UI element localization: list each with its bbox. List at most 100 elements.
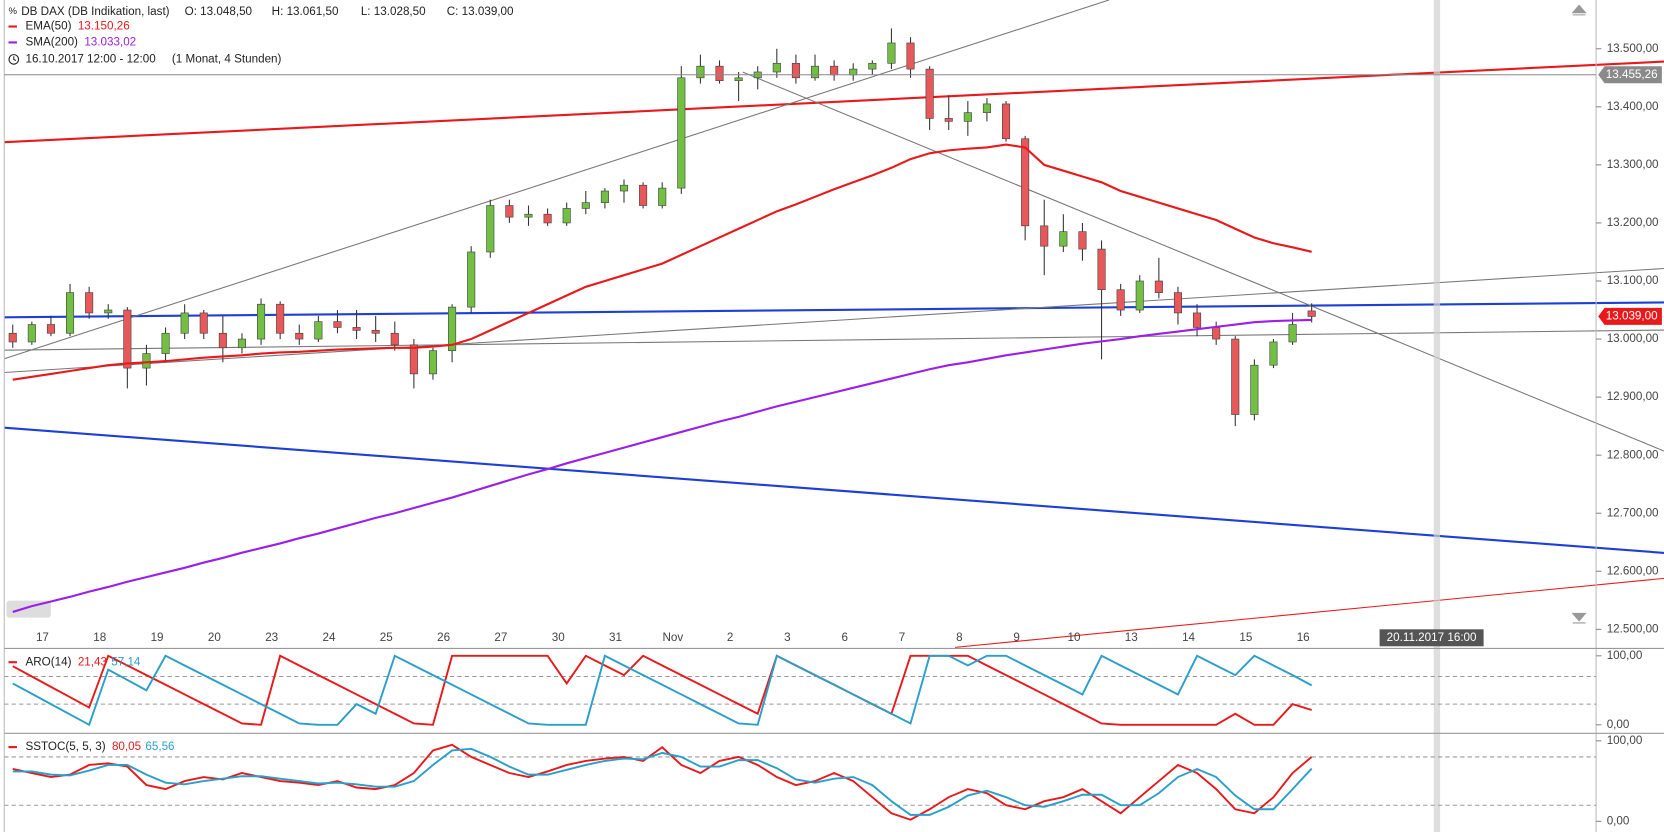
- chart-icon: %: [8, 6, 17, 17]
- x-tick-label: 23: [265, 631, 278, 644]
- candle-body: [409, 344, 418, 375]
- x-tick-label: 15: [1239, 631, 1252, 644]
- candle-body: [906, 42, 915, 70]
- candle-body: [218, 332, 227, 349]
- low-label: L: 13.028,50: [361, 5, 426, 18]
- x-tick-label: 19: [151, 631, 164, 644]
- panel-title: ARO(14): [25, 655, 71, 668]
- interval: (1 Monat, 4 Stunden): [172, 53, 282, 66]
- candle-body: [791, 62, 800, 79]
- x-tick-label: 18: [93, 631, 106, 644]
- y-tick-label: 0,00: [1607, 718, 1630, 731]
- legend-name: EMA(50): [25, 20, 71, 33]
- y-tick-label: 12.800,00: [1607, 448, 1659, 461]
- candle-body: [237, 338, 246, 349]
- trend-line: [955, 577, 1664, 648]
- crosshair-label: 20.11.2017 16:00: [1387, 631, 1477, 644]
- candle-body: [1040, 225, 1049, 247]
- candle-body: [352, 327, 361, 331]
- header: % DB DAX (DB Indikation, last) O: 13.048…: [8, 5, 514, 66]
- price-marker-box: [1598, 307, 1662, 325]
- crosshair-label-box: [1379, 629, 1484, 647]
- candle-body: [581, 202, 590, 209]
- y-tick-label: 100,00: [1607, 734, 1643, 747]
- panel-title: SSTOC(5, 5, 3): [25, 740, 105, 753]
- candle-body: [1231, 338, 1240, 415]
- candle-body: [505, 205, 514, 218]
- x-tick-label: 13: [1125, 631, 1138, 644]
- period: 16.10.2017 12:00 - 12:00: [25, 53, 156, 66]
- candle-body: [46, 324, 55, 334]
- trend-line: [4, 329, 1664, 351]
- legend-value: 65,56: [145, 740, 174, 753]
- candle-body: [371, 330, 380, 334]
- candle-body: [1212, 327, 1221, 340]
- candle-body: [868, 62, 877, 70]
- x-tick-label: 3: [784, 631, 790, 644]
- high-label: H: 13.061,50: [272, 5, 339, 18]
- y-tick-label: 12.700,00: [1607, 506, 1659, 519]
- candle-body: [390, 332, 399, 346]
- scroll-up[interactable]: [1571, 4, 1587, 16]
- candle-body: [696, 65, 705, 79]
- legend-name: SMA(200): [25, 36, 78, 49]
- x-tick-label: 7: [899, 631, 905, 644]
- candle-body: [199, 312, 208, 334]
- indicator-line: [12, 654, 1312, 726]
- legend-value: 13.033,02: [84, 36, 136, 49]
- candle-body: [600, 190, 609, 203]
- candle-body: [830, 65, 839, 76]
- candle-body: [448, 306, 457, 351]
- candle-body: [639, 184, 648, 206]
- candle-body: [428, 350, 438, 375]
- candle-body: [1116, 289, 1125, 311]
- candle-body: [1078, 231, 1087, 250]
- symbol: DB DAX (DB Indikation, last): [21, 5, 169, 18]
- candle-body: [1288, 324, 1297, 343]
- x-tick-label: 10: [1067, 631, 1080, 644]
- candle-body: [734, 77, 743, 82]
- candle-body: [524, 213, 533, 218]
- legend-value: 13.150,26: [78, 20, 130, 33]
- open-label: O: 13.048,50: [185, 5, 253, 18]
- candle-body: [944, 118, 953, 122]
- price-marker-label: 13.455,26: [1606, 68, 1658, 81]
- y-tick-label: 12.600,00: [1607, 564, 1659, 577]
- candle-body: [658, 187, 667, 206]
- candle-body: [1135, 280, 1144, 311]
- legend-value: 80,05: [112, 740, 141, 753]
- candle-body: [1021, 138, 1030, 227]
- candle-body: [66, 292, 75, 334]
- scroll-down[interactable]: [1571, 612, 1587, 624]
- candle-body: [1193, 312, 1202, 328]
- x-tick-label: 26: [437, 631, 450, 644]
- candle-body: [963, 112, 972, 122]
- indicator-line: [12, 747, 1313, 816]
- candle-body: [715, 65, 724, 82]
- x-tick-label: 27: [494, 631, 507, 644]
- y-tick-label: 12.900,00: [1607, 390, 1659, 403]
- candle-body: [1154, 280, 1163, 293]
- x-tick-label: 2: [727, 631, 733, 644]
- price-marker-label: 13.039,00: [1606, 309, 1658, 322]
- candle-body: [810, 65, 820, 79]
- x-tick-label: 20: [208, 631, 221, 644]
- close-label: C: 13.039,00: [447, 5, 514, 18]
- y-tick-label: 13.000,00: [1607, 332, 1659, 345]
- candle-body: [467, 251, 476, 308]
- clock-icon: [8, 54, 20, 65]
- candle-body: [1002, 103, 1011, 140]
- candle-body: [85, 292, 94, 314]
- legend-value: 57,14: [111, 655, 141, 668]
- y-tick-label: 12.500,00: [1607, 622, 1659, 635]
- candle-body: [1307, 310, 1316, 317]
- y-tick-label: 0,00: [1607, 814, 1630, 827]
- x-tick-label: 16: [1297, 631, 1310, 644]
- x-tick-label: 30: [552, 631, 565, 644]
- candle-body: [1250, 364, 1259, 415]
- candle-body: [1059, 231, 1068, 247]
- y-tick-label: 13.500,00: [1607, 42, 1659, 55]
- candle-body: [161, 332, 170, 354]
- y-tick-label: 13.300,00: [1607, 158, 1659, 171]
